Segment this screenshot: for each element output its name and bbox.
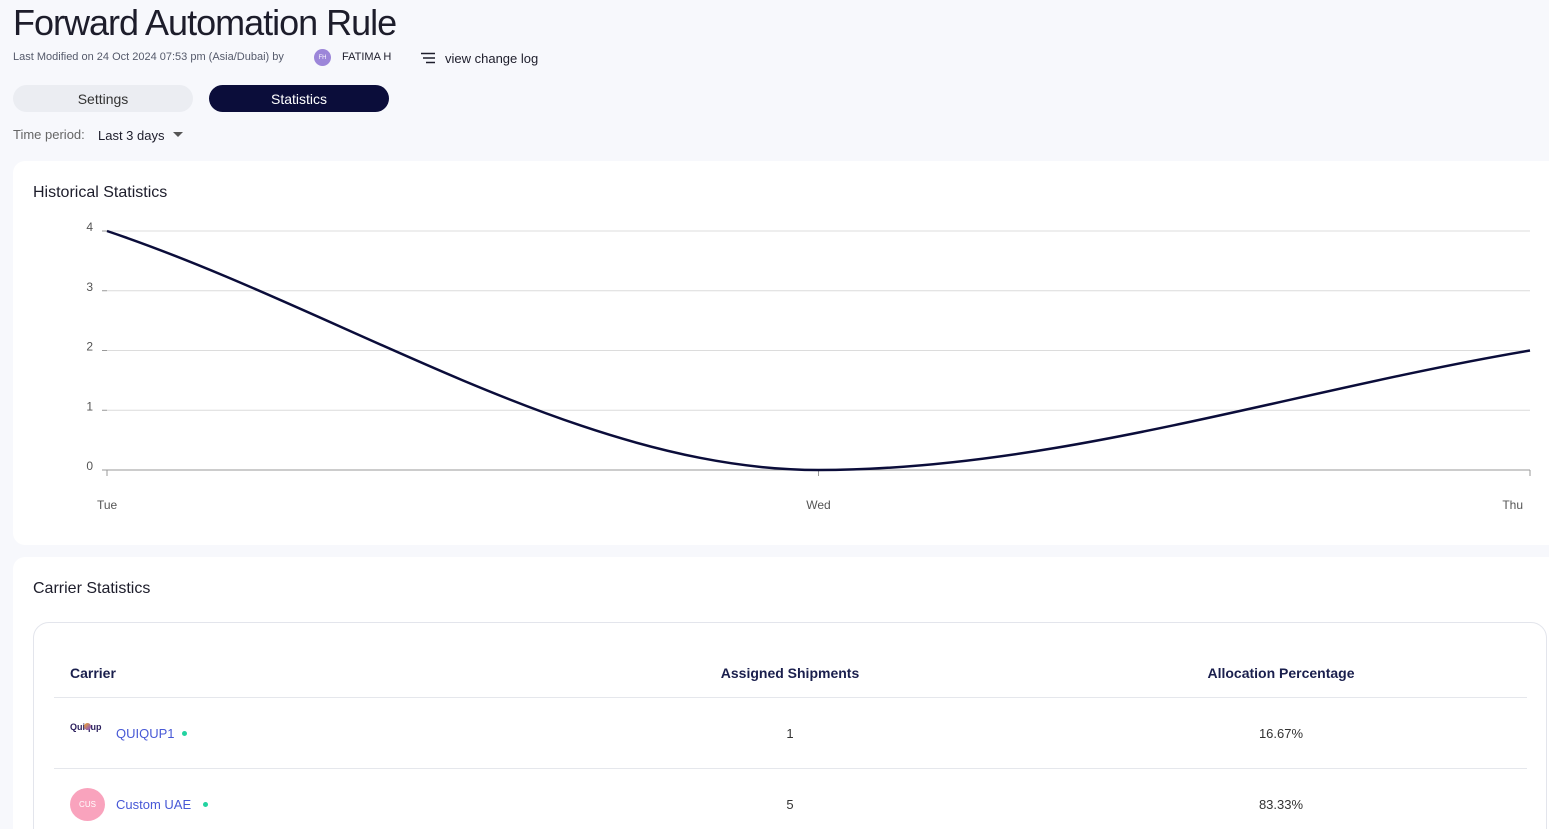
tab-statistics[interactable]: Statistics: [209, 85, 389, 112]
column-header: Assigned Shipments: [720, 665, 860, 681]
status-dot: [182, 731, 187, 736]
x-tick-label: Tue: [97, 498, 118, 512]
time-period-select[interactable]: Last 3 days: [98, 128, 165, 143]
carrier-logo: CUS: [70, 788, 105, 821]
carrier-link[interactable]: Custom UAE: [116, 797, 192, 812]
time-period-label: Time period:: [13, 127, 85, 142]
y-tick-label: 1: [86, 399, 93, 413]
page-title: Forward Automation Rule: [13, 2, 397, 43]
allocation-percentage: 83.33%: [1258, 797, 1304, 812]
carrier-table: [33, 622, 1547, 829]
chart-title: Historical Statistics: [33, 184, 168, 201]
allocation-percentage: 16.67%: [1258, 726, 1304, 741]
historical-card: [13, 161, 1549, 545]
user-avatar: FH: [314, 49, 331, 66]
dropdown-caret[interactable]: [173, 132, 183, 138]
column-header: Carrier: [70, 665, 116, 681]
x-tick-label: Thu: [1502, 498, 1523, 512]
tab-settings[interactable]: Settings: [13, 85, 193, 112]
column-header: Allocation Percentage: [1207, 665, 1355, 681]
x-tick-label: Wed: [806, 498, 830, 512]
line: [106, 229, 1531, 472]
change-log-icon[interactable]: [420, 52, 436, 64]
y-tick-label: 0: [86, 459, 93, 473]
status-dot: [203, 802, 208, 807]
assigned-shipments: 1: [786, 726, 794, 741]
carrier-title: Carrier Statistics: [33, 580, 151, 597]
change-log-link[interactable]: view change log: [445, 51, 539, 66]
y-tick-label: 2: [86, 340, 93, 354]
row-divider: [54, 697, 1527, 698]
chart: 0 1 2 3 4 Tue Wed Thu: [86, 220, 1531, 512]
logo-mark: [84, 723, 91, 730]
row-divider: [54, 768, 1527, 769]
y-tick-label: 4: [86, 220, 93, 234]
carrier-link[interactable]: QUIQUP1: [116, 726, 175, 741]
assigned-shipments: 5: [786, 797, 794, 812]
y-tick-label: 3: [86, 280, 93, 294]
last-modified: Last Modified on 24 Oct 2024 07:53 pm (A…: [13, 51, 284, 63]
user-name: FATIMA H: [342, 51, 392, 63]
